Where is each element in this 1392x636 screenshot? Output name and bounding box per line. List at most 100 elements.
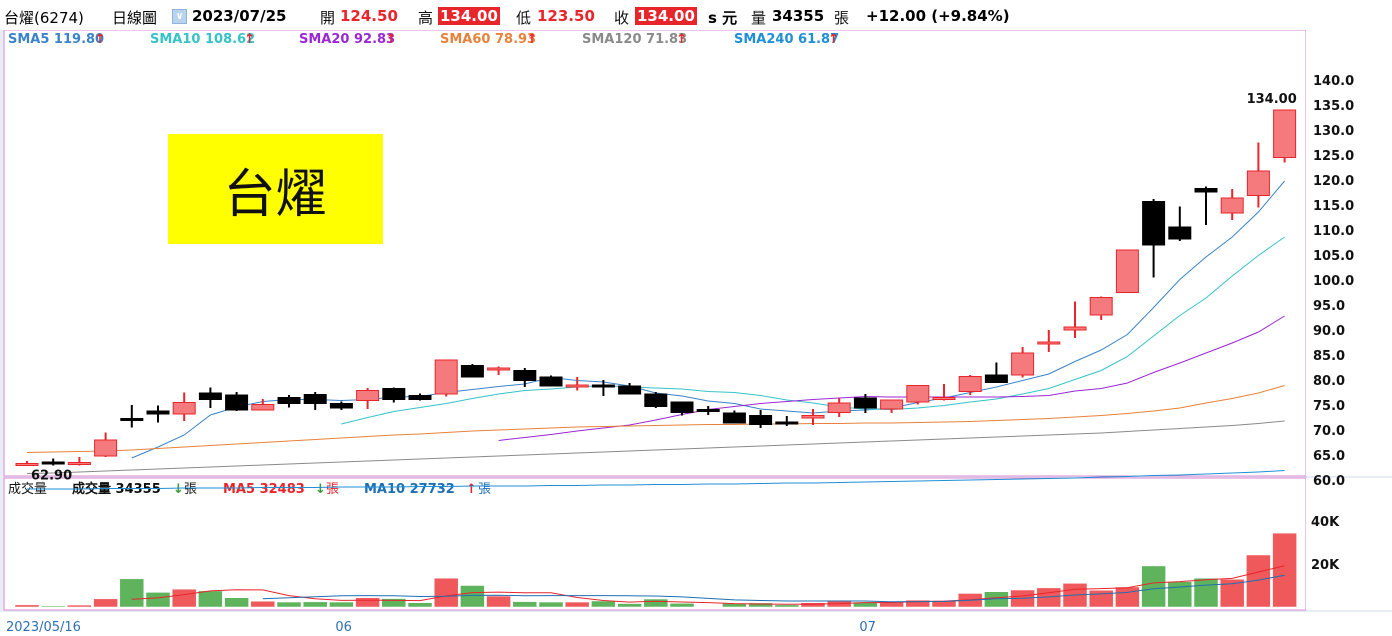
candle-body xyxy=(1273,109,1297,158)
candle-body xyxy=(303,394,327,404)
candle-body xyxy=(146,410,170,415)
candle xyxy=(303,392,327,410)
volume-bar xyxy=(93,598,118,608)
price-axis-area xyxy=(1306,30,1392,476)
volume-bar xyxy=(643,598,669,608)
candle xyxy=(67,457,91,466)
volume-bar xyxy=(774,604,800,608)
candle xyxy=(722,410,746,424)
volume-unit: 張 xyxy=(834,9,850,27)
up-arrow-icon: ↑ xyxy=(244,32,255,47)
candle xyxy=(198,387,222,408)
volume-bar xyxy=(1246,554,1271,608)
candle xyxy=(277,395,301,408)
candle xyxy=(984,362,1008,383)
candle-body xyxy=(984,374,1008,383)
volume-label: 量 xyxy=(751,9,767,27)
candle xyxy=(1115,249,1139,293)
unit-label: s 元 xyxy=(708,9,738,27)
up-arrow-icon: ↑ xyxy=(386,32,397,47)
volume-bar xyxy=(617,603,642,608)
candle xyxy=(906,385,930,405)
candle xyxy=(801,409,825,425)
candle-body xyxy=(539,376,563,387)
ma5-legend-label: MA5 32483 xyxy=(223,482,305,497)
price-tick-label: 115.0 xyxy=(1313,199,1354,214)
change-value: +12.00 (+9.84%) xyxy=(866,7,1010,25)
volume-bar xyxy=(591,600,616,608)
close-value: 134.00 xyxy=(635,7,697,25)
volume-bar xyxy=(1115,586,1140,608)
volume-bar xyxy=(198,590,223,608)
candle xyxy=(565,377,589,391)
down-arrow-icon: ↓ xyxy=(315,482,326,497)
sma-legend-label: SMA240 61.87 xyxy=(734,32,839,47)
candle xyxy=(1142,199,1166,278)
volume-bar xyxy=(250,600,276,608)
overlay-title: 台燿 xyxy=(223,164,328,225)
volume-bar xyxy=(905,599,931,608)
quote-date: 2023/07/25 xyxy=(192,7,287,25)
candle-body xyxy=(1168,226,1192,240)
candle-body xyxy=(67,462,91,465)
candle-body xyxy=(853,397,877,409)
candle-body xyxy=(408,395,432,400)
price-tick-label: 70.0 xyxy=(1313,424,1345,439)
candle-body xyxy=(198,392,222,400)
price-panel xyxy=(3,30,1307,477)
sma-legend-label: SMA20 92.83 xyxy=(299,32,395,47)
volume-bar xyxy=(460,585,485,608)
up-arrow-icon: ↑ xyxy=(828,32,839,47)
volume-ma-line-ma10 xyxy=(262,574,1285,603)
candle xyxy=(1168,206,1192,241)
volume-legend-unit: 張 xyxy=(184,482,197,497)
candle-body xyxy=(251,404,275,411)
volume-ma-line-ma5 xyxy=(131,565,1285,605)
ma5-legend-unit: 張 xyxy=(326,482,339,497)
price-tick-label: 135.0 xyxy=(1313,99,1354,114)
candle xyxy=(1194,186,1218,225)
max-price-annotation: 134.00 xyxy=(1247,92,1297,107)
volume-bar xyxy=(931,600,957,608)
volume-bar xyxy=(145,592,171,608)
candle-body xyxy=(487,367,511,371)
price-tick-label: 75.0 xyxy=(1313,399,1345,414)
candle-body xyxy=(15,463,39,466)
volume-bar xyxy=(329,601,354,608)
dropdown-icon[interactable]: ∨ xyxy=(172,9,187,24)
candle-body xyxy=(1089,297,1113,316)
candle-body xyxy=(225,394,249,411)
candle xyxy=(1037,330,1061,352)
candle-body xyxy=(880,399,904,410)
down-arrow-icon: ↓ xyxy=(173,482,184,497)
volume-bar xyxy=(14,604,40,608)
candle-body xyxy=(801,415,825,419)
candle-body xyxy=(460,365,484,378)
candle-body xyxy=(1142,201,1166,246)
volume-bar xyxy=(119,578,145,608)
candle-body xyxy=(775,421,799,425)
candle xyxy=(225,392,249,411)
candle xyxy=(487,366,511,375)
candle xyxy=(539,375,563,387)
candle-body xyxy=(932,397,956,400)
volume-bar xyxy=(407,602,433,608)
candle-body xyxy=(827,402,851,413)
volume-axis-area xyxy=(1306,478,1392,610)
price-tick-label: 100.0 xyxy=(1313,274,1354,289)
up-arrow-icon: ↑ xyxy=(95,32,106,47)
candle-body xyxy=(172,402,196,415)
sma-legend-label: SMA10 108.62 xyxy=(150,32,255,47)
candle-body xyxy=(120,418,144,421)
sma-legend-label: SMA120 71.83 xyxy=(582,32,687,47)
volume-bar xyxy=(355,597,380,608)
candle xyxy=(670,401,694,416)
min-price-annotation: 62.90 xyxy=(31,469,72,484)
volume-bar xyxy=(486,595,511,608)
candle xyxy=(41,458,65,466)
volume-bar xyxy=(67,604,92,608)
stock-chart[interactable]: 140.0 135.0 130.0 125.0 120.0 115.0 110.0 105.0… xyxy=(0,30,1392,636)
candle-body xyxy=(1037,341,1061,345)
candle xyxy=(853,394,877,413)
candle xyxy=(94,432,118,457)
